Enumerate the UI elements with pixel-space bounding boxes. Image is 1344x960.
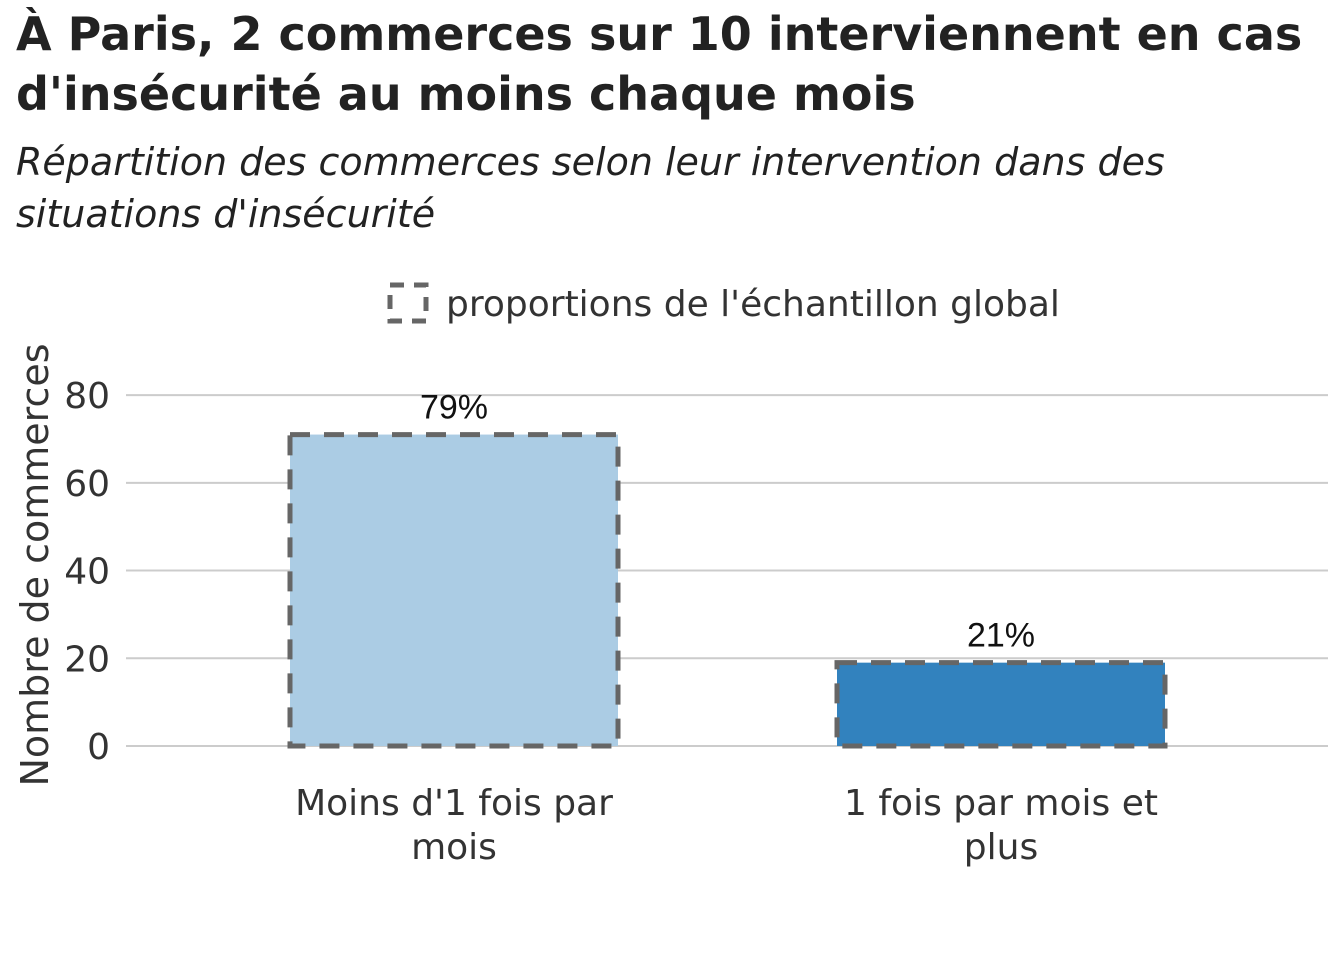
legend-label: proportions de l'échantillon global <box>446 284 1060 325</box>
reference-dashed-box <box>287 432 621 749</box>
y-axis-label: Nombre de commerces <box>13 343 57 786</box>
data-label: 79% <box>420 389 488 427</box>
y-tick-label: 0 <box>87 727 110 768</box>
y-tick-label: 80 <box>64 376 110 417</box>
bar <box>837 662 1165 746</box>
chart-title: À Paris, 2 commerces sur 10 interviennen… <box>16 7 1303 121</box>
chart-subtitle: Répartition des commerces selon leur int… <box>16 140 1165 236</box>
x-tick-label: 1 fois par mois et <box>844 783 1158 824</box>
bar <box>290 434 618 746</box>
data-label: 21% <box>967 617 1035 655</box>
y-tick-label: 40 <box>64 552 110 593</box>
x-tick-label: mois <box>411 827 497 868</box>
y-tick-label: 20 <box>64 639 110 680</box>
legend-dashed-box-icon <box>387 282 429 324</box>
legend: proportions de l'échantillon global <box>387 282 1060 325</box>
x-tick-label: plus <box>964 827 1038 868</box>
x-tick-label: Moins d'1 fois par <box>295 783 613 824</box>
y-tick-label: 60 <box>64 464 110 505</box>
